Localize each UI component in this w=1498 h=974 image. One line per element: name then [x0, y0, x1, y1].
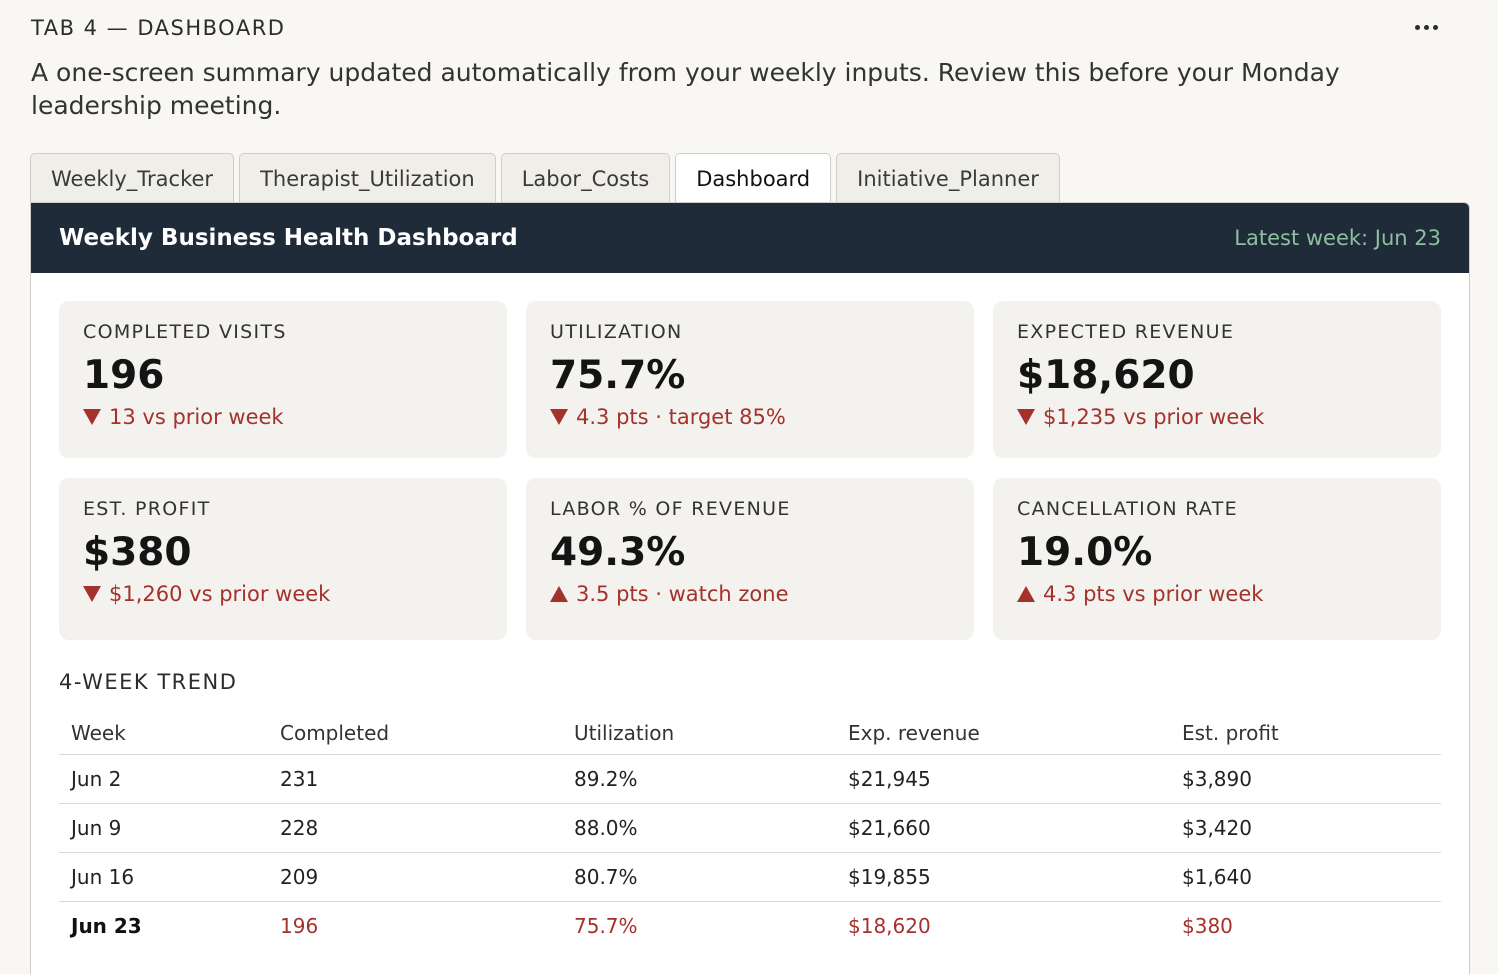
arrow-down-icon — [550, 409, 568, 425]
column-header-completed: Completed — [268, 712, 562, 755]
kpi-value: $380 — [83, 530, 192, 575]
cell-exp-revenue: $21,945 — [836, 754, 1170, 804]
kpi-delta-text: 13 vs prior week — [109, 405, 284, 429]
kpi-card-cancellation-rate: CANCELLATION RATE 19.0% 4.3 pts vs prior… — [993, 478, 1441, 640]
kpi-delta-text: 4.3 pts vs prior week — [1043, 582, 1264, 606]
cell-exp-revenue: $18,620 — [848, 913, 931, 938]
dashboard-panel: Weekly Business Health Dashboard Latest … — [30, 202, 1470, 974]
table-row-latest: Jun 23 196 75.7% $18,620 $380 — [59, 901, 1441, 950]
kpi-label: EST. PROFIT — [83, 498, 211, 520]
kpi-label: EXPECTED REVENUE — [1017, 321, 1235, 343]
trend-table: Week Completed Utilization Exp. revenue … — [59, 712, 1441, 950]
tab-weekly-tracker[interactable]: Weekly_Tracker — [30, 153, 235, 203]
column-header-est-profit: Est. profit — [1170, 712, 1441, 755]
kpi-delta: 13 vs prior week — [83, 405, 483, 429]
arrow-up-icon — [550, 586, 568, 602]
cell-week: Jun 23 — [71, 913, 142, 938]
more-horizontal-icon[interactable] — [1405, 12, 1447, 42]
table-header-row: Week Completed Utilization Exp. revenue … — [59, 712, 1441, 755]
cell-week: Jun 9 — [59, 803, 268, 853]
cell-week: Jun 16 — [59, 852, 268, 902]
tab-labor-costs[interactable]: Labor_Costs — [500, 153, 671, 203]
kpi-delta: $1,235 vs prior week — [1017, 405, 1417, 429]
kpi-card-expected-revenue: EXPECTED REVENUE $18,620 $1,235 vs prior… — [993, 301, 1441, 458]
cell-exp-revenue: $19,855 — [836, 852, 1170, 902]
section-title: TAB 4 — DASHBOARD — [31, 16, 286, 40]
kpi-delta-text: $1,235 vs prior week — [1043, 405, 1265, 429]
cell-utilization: 75.7% — [574, 913, 638, 938]
kpi-value: 49.3% — [550, 530, 686, 575]
kpi-delta: 4.3 pts · target 85% — [550, 405, 950, 429]
cell-utilization: 89.2% — [562, 754, 836, 804]
tab-therapist-utilization[interactable]: Therapist_Utilization — [239, 153, 496, 203]
kpi-value: 75.7% — [550, 353, 686, 398]
table-row: Jun 16 209 80.7% $19,855 $1,640 — [59, 852, 1441, 902]
table-row: Jun 9 228 88.0% $21,660 $3,420 — [59, 803, 1441, 853]
column-header-exp-revenue: Exp. revenue — [836, 712, 1170, 755]
trend-title: 4-WEEK TREND — [59, 670, 238, 694]
kpi-card-labor-pct: LABOR % OF REVENUE 49.3% 3.5 pts · watch… — [526, 478, 974, 640]
intro-text: A one-screen summary updated automatical… — [31, 58, 1340, 120]
cell-completed: 196 — [280, 913, 319, 938]
kpi-label: CANCELLATION RATE — [1017, 498, 1238, 520]
cell-est-profit: $3,420 — [1170, 803, 1441, 853]
kpi-card-est-profit: EST. PROFIT $380 $1,260 vs prior week — [59, 478, 507, 640]
tab-initiative-planner[interactable]: Initiative_Planner — [836, 153, 1060, 203]
kpi-card-utilization: UTILIZATION 75.7% 4.3 pts · target 85% — [526, 301, 974, 458]
column-header-week: Week — [59, 712, 268, 755]
table-row: Jun 2 231 89.2% $21,945 $3,890 — [59, 754, 1441, 804]
kpi-label: UTILIZATION — [550, 321, 683, 343]
column-header-utilization: Utilization — [562, 712, 836, 755]
cell-completed: 228 — [268, 803, 562, 853]
cell-est-profit: $3,890 — [1170, 754, 1441, 804]
latest-week-label: Latest week: Jun 23 — [1234, 226, 1441, 250]
tab-dashboard[interactable]: Dashboard — [675, 153, 832, 203]
kpi-label: LABOR % OF REVENUE — [550, 498, 791, 520]
cell-week: Jun 2 — [59, 754, 268, 804]
kpi-delta: $1,260 vs prior week — [83, 582, 483, 606]
kpi-delta: 3.5 pts · watch zone — [550, 582, 950, 606]
kpi-label: COMPLETED VISITS — [83, 321, 287, 343]
kpi-value: 196 — [83, 353, 165, 398]
arrow-up-icon — [1017, 586, 1035, 602]
kpi-delta-text: 4.3 pts · target 85% — [576, 405, 786, 429]
cell-utilization: 88.0% — [562, 803, 836, 853]
kpi-cards: COMPLETED VISITS 196 13 vs prior week UT… — [59, 301, 1441, 640]
arrow-down-icon — [1017, 409, 1035, 425]
kpi-delta-text: $1,260 vs prior week — [109, 582, 331, 606]
cell-est-profit: $380 — [1182, 913, 1233, 938]
panel-header: Weekly Business Health Dashboard Latest … — [31, 203, 1469, 273]
kpi-delta: 4.3 pts vs prior week — [1017, 582, 1417, 606]
sheet-tabs: Weekly_Tracker Therapist_Utilization Lab… — [30, 153, 1060, 203]
kpi-value: $18,620 — [1017, 353, 1195, 398]
cell-completed: 231 — [268, 754, 562, 804]
cell-completed: 209 — [268, 852, 562, 902]
cell-exp-revenue: $21,660 — [836, 803, 1170, 853]
panel-title: Weekly Business Health Dashboard — [59, 225, 518, 251]
arrow-down-icon — [83, 409, 101, 425]
arrow-down-icon — [83, 586, 101, 602]
kpi-value: 19.0% — [1017, 530, 1153, 575]
kpi-delta-text: 3.5 pts · watch zone — [576, 582, 789, 606]
cell-est-profit: $1,640 — [1170, 852, 1441, 902]
cell-utilization: 80.7% — [562, 852, 836, 902]
kpi-card-completed-visits: COMPLETED VISITS 196 13 vs prior week — [59, 301, 507, 458]
